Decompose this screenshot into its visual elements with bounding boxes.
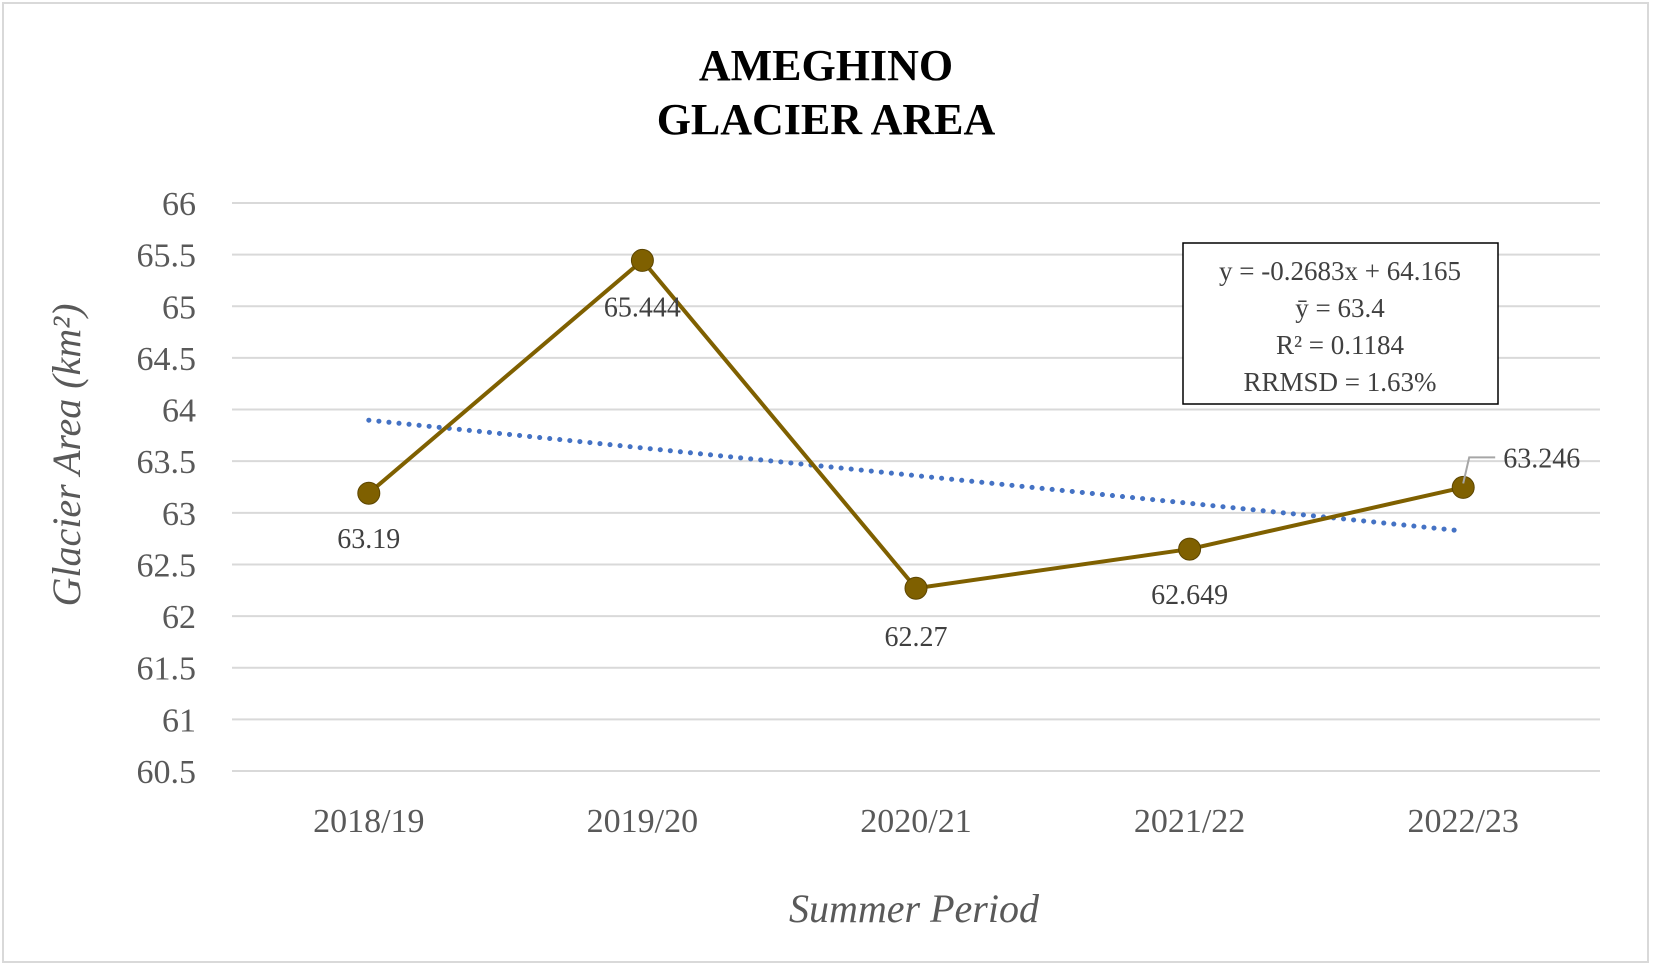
data-label: 62.27 xyxy=(885,622,948,653)
data-label-leader-line xyxy=(1462,456,1496,484)
y-tick-label: 65 xyxy=(162,289,196,326)
y-tick-labels: 66 65.5 65 64.5 64 63.5 63 62.5 62 61.5 61 60.5 xyxy=(137,186,197,791)
data-markers xyxy=(357,248,1475,600)
data-labels: 63.19 65.444 62.27 62.649 63.246 xyxy=(337,292,1580,653)
equation-line-3: R² = 0.1184 xyxy=(1276,330,1405,360)
equation-line-2: ȳ = 63.4 xyxy=(1295,293,1385,323)
equation-line-1: y = -0.2683x + 64.165 xyxy=(1219,256,1461,286)
y-tick-label: 63.5 xyxy=(137,444,197,481)
data-label: 63.19 xyxy=(337,524,400,555)
gridlines xyxy=(232,202,1600,772)
equation-box xyxy=(1182,242,1499,405)
data-label: 62.649 xyxy=(1151,580,1228,611)
chart-title-line-1: AMEGHINO xyxy=(699,41,953,90)
data-point-marker xyxy=(357,481,381,505)
chart-title-line-2: GLACIER AREA xyxy=(657,95,996,144)
y-tick-label: 61.5 xyxy=(137,651,197,688)
x-tick-label: 2018/19 xyxy=(313,803,424,840)
x-axis-title: Summer Period xyxy=(789,886,1040,931)
y-tick-label: 60.5 xyxy=(137,754,197,791)
data-label: 63.246 xyxy=(1503,443,1580,474)
y-tick-label: 66 xyxy=(162,186,196,223)
y-axis-title: Glacier Area (km²) xyxy=(44,303,89,606)
y-tick-label: 64 xyxy=(162,393,196,430)
x-tick-label: 2021/22 xyxy=(1134,803,1245,840)
data-point-marker xyxy=(904,576,928,600)
data-label: 65.444 xyxy=(604,292,681,323)
y-tick-label: 62.5 xyxy=(137,547,197,584)
x-tick-label: 2019/20 xyxy=(587,803,698,840)
x-tick-label: 2022/23 xyxy=(1407,803,1518,840)
x-tick-labels: 2018/19 2019/20 2020/21 2021/22 2022/23 xyxy=(313,803,1519,840)
y-tick-label: 62 xyxy=(162,599,196,636)
data-point-marker xyxy=(1451,475,1475,499)
y-tick-label: 65.5 xyxy=(137,238,197,275)
data-point-marker xyxy=(630,248,654,272)
equation-line-4: RRMSD = 1.63% xyxy=(1243,367,1436,397)
y-tick-label: 64.5 xyxy=(137,341,197,378)
data-point-marker xyxy=(1178,537,1202,561)
x-tick-label: 2020/21 xyxy=(860,803,971,840)
trendline xyxy=(366,417,1466,534)
y-tick-label: 61 xyxy=(162,702,196,739)
y-tick-label: 63 xyxy=(162,496,196,533)
